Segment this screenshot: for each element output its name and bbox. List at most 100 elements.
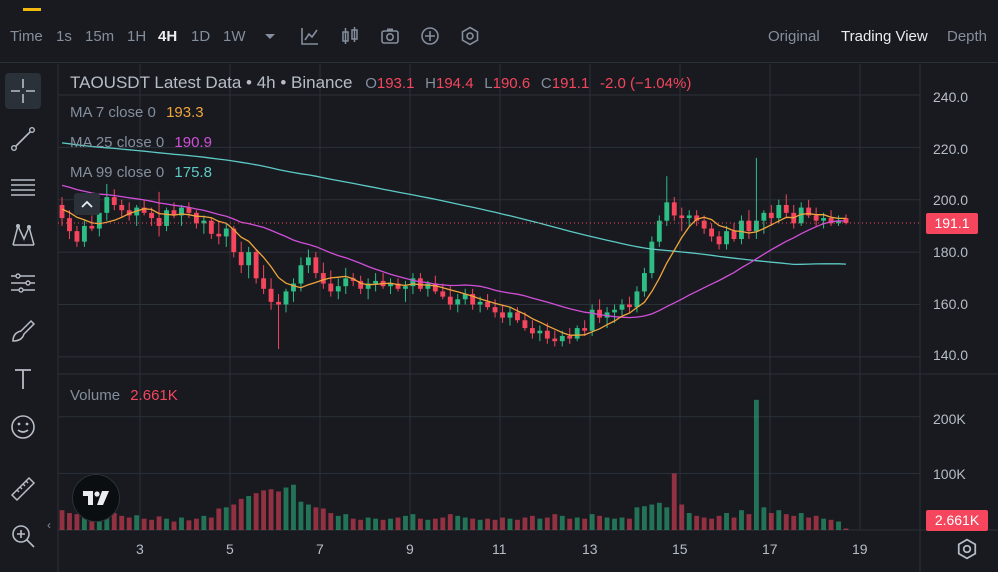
volume-bar bbox=[410, 514, 416, 530]
candle-body bbox=[440, 291, 446, 297]
candle-body bbox=[709, 228, 715, 237]
pattern-icon bbox=[12, 223, 35, 246]
ma25-legend[interactable]: MA 25 close 0 190.9 bbox=[70, 134, 212, 151]
view-depth[interactable]: Depth bbox=[947, 28, 988, 45]
volume-bar bbox=[791, 515, 797, 530]
candle-body bbox=[716, 236, 722, 245]
volume-bar bbox=[813, 515, 819, 530]
candle-body bbox=[149, 212, 155, 219]
settings-icon[interactable] bbox=[460, 26, 480, 46]
last-price-tag: 191.1 bbox=[926, 213, 978, 234]
volume-bar bbox=[798, 513, 804, 530]
scroll-left-button[interactable]: ‹ bbox=[47, 518, 51, 532]
candle-body bbox=[89, 225, 95, 229]
add-icon[interactable] bbox=[420, 26, 440, 46]
volume-bar bbox=[544, 517, 550, 530]
volume-bar bbox=[552, 514, 558, 530]
emoji-icon bbox=[11, 415, 35, 439]
volume-bar bbox=[134, 515, 140, 530]
volume-bar bbox=[559, 515, 565, 530]
time-label[interactable]: Time bbox=[10, 28, 43, 45]
candle-body bbox=[343, 278, 349, 287]
candle-body bbox=[552, 338, 558, 342]
candle-body bbox=[656, 220, 662, 242]
volume-bar bbox=[492, 519, 498, 530]
candle-body bbox=[238, 252, 244, 266]
interval-1w[interactable]: 1W bbox=[223, 28, 246, 45]
time-axis-label: 9 bbox=[406, 541, 414, 557]
zoom-icon bbox=[12, 525, 35, 548]
candle-body bbox=[768, 212, 774, 219]
volume-bar bbox=[604, 517, 610, 530]
indicators-icon[interactable] bbox=[300, 26, 320, 46]
candle-body bbox=[537, 330, 543, 334]
collapse-legend-button[interactable] bbox=[74, 193, 100, 215]
zoom-tool[interactable] bbox=[5, 518, 41, 554]
brush-tool[interactable] bbox=[5, 313, 41, 349]
candle-body bbox=[104, 197, 110, 213]
interval-1d[interactable]: 1D bbox=[191, 28, 211, 45]
tradingview-logo-icon bbox=[83, 491, 109, 505]
ma7-value: 193.3 bbox=[166, 104, 204, 121]
candle-body bbox=[529, 328, 535, 334]
crosshair-tool[interactable] bbox=[5, 73, 41, 109]
candle-body bbox=[193, 212, 199, 224]
volume-bar bbox=[276, 491, 281, 530]
candle-body bbox=[380, 280, 386, 287]
candle-body bbox=[567, 335, 573, 339]
candle-body bbox=[806, 207, 812, 216]
volume-bar bbox=[567, 518, 573, 530]
volume-bar bbox=[694, 515, 700, 530]
candle-body bbox=[686, 215, 692, 219]
volume-bar bbox=[641, 506, 647, 530]
volume-bar bbox=[821, 518, 827, 530]
fib-lines-tool[interactable] bbox=[5, 169, 41, 205]
ma7-legend[interactable]: MA 7 close 0 193.3 bbox=[70, 104, 204, 121]
candle-body bbox=[268, 288, 274, 302]
chart-settings-icon[interactable] bbox=[956, 538, 978, 560]
ma99-line bbox=[61, 142, 847, 266]
candle-body bbox=[828, 218, 834, 224]
interval-1h[interactable]: 1H bbox=[127, 28, 147, 45]
interval-15m[interactable]: 15m bbox=[85, 28, 115, 45]
measure-lines-tool[interactable] bbox=[5, 265, 41, 301]
volume-bar bbox=[126, 517, 132, 530]
view-original[interactable]: Original bbox=[768, 28, 820, 45]
volume-tag: 2.661K bbox=[926, 510, 988, 531]
volume-bar bbox=[843, 528, 849, 530]
volume-bar bbox=[208, 517, 214, 530]
candle-body bbox=[298, 265, 304, 284]
volume-bar bbox=[417, 518, 423, 530]
candle-body bbox=[731, 231, 737, 240]
interval-1s[interactable]: 1s bbox=[56, 28, 72, 45]
volume-bar bbox=[253, 493, 259, 530]
candle-body bbox=[634, 291, 640, 308]
text-tool[interactable] bbox=[5, 361, 41, 397]
volume-bar bbox=[589, 514, 595, 530]
chevron-up-icon bbox=[81, 200, 93, 208]
trend-line-tool[interactable] bbox=[5, 121, 41, 157]
chevron-down-icon[interactable] bbox=[260, 26, 280, 46]
ruler-tool[interactable] bbox=[5, 471, 41, 507]
candle-body bbox=[776, 204, 782, 219]
time-axis-label: 11 bbox=[492, 541, 507, 557]
camera-icon[interactable] bbox=[380, 26, 400, 46]
volume-bar bbox=[485, 518, 491, 530]
pattern-tool[interactable] bbox=[5, 217, 41, 253]
interval-4h[interactable]: 4H bbox=[158, 28, 178, 45]
volume-value: 2.661K bbox=[130, 387, 178, 404]
ohlc-change: -2.0 (−1.04%) bbox=[600, 75, 692, 92]
ma25-label: MA 25 close 0 bbox=[70, 134, 165, 151]
volume-bar bbox=[67, 513, 72, 530]
volume-bar bbox=[634, 507, 640, 530]
volume-bar bbox=[649, 504, 655, 530]
candle-type-icon[interactable] bbox=[340, 26, 360, 46]
volume-bar bbox=[350, 518, 356, 530]
tradingview-logo[interactable] bbox=[72, 474, 120, 522]
emoji-tool[interactable] bbox=[5, 409, 41, 445]
volume-bar bbox=[612, 518, 617, 530]
volume-legend[interactable]: Volume 2.661K bbox=[70, 387, 178, 404]
ma99-legend[interactable]: MA 99 close 0 175.8 bbox=[70, 164, 212, 181]
view-trading-view[interactable]: Trading View bbox=[841, 28, 928, 45]
candle-body bbox=[649, 241, 655, 274]
